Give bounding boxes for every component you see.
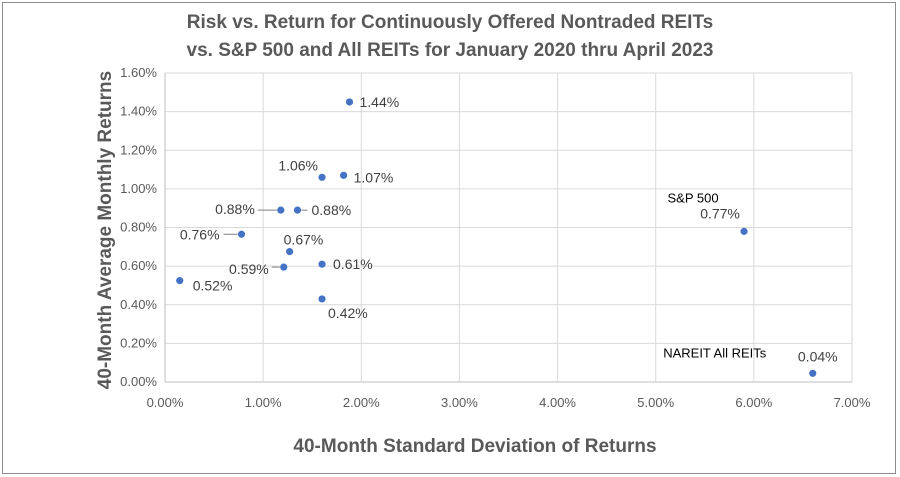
x-tick-label: 7.00%	[834, 395, 871, 410]
x-tick-label: 3.00%	[441, 395, 478, 410]
y-tick-label: 0.60%	[120, 258, 157, 273]
x-tick-label: 2.00%	[343, 395, 380, 410]
x-axis-title: 40-Month Standard Deviation of Returns	[293, 436, 656, 457]
y-tick-label: 0.00%	[120, 374, 157, 389]
x-tick-label: 6.00%	[735, 395, 772, 410]
data-points	[176, 98, 817, 377]
data-label: 0.59%	[229, 261, 269, 277]
y-tick-label: 1.60%	[120, 65, 157, 80]
x-tick-label: 5.00%	[637, 395, 674, 410]
data-label: 1.06%	[278, 157, 318, 173]
data-point	[340, 171, 348, 179]
data-point	[809, 369, 817, 377]
data-point	[286, 248, 294, 256]
data-labels: 1.44% 1.06% 1.07% 0.88% 0.88% 0.76% 0.67% 0.59%…	[180, 94, 838, 364]
data-label: 0.76%	[180, 226, 220, 242]
x-tick-label: 0.00%	[147, 395, 184, 410]
data-point	[318, 173, 326, 181]
y-tick-label: 0.20%	[120, 335, 157, 350]
data-point	[318, 295, 326, 303]
y-tick-label: 0.80%	[120, 220, 157, 235]
y-tick-label: 1.20%	[120, 142, 157, 157]
series-annotation: NAREIT All REITs	[663, 345, 767, 360]
data-point	[280, 263, 288, 271]
data-label: 0.61%	[333, 256, 373, 272]
y-tick-label: 1.40%	[120, 104, 157, 119]
data-label: 0.88%	[311, 202, 351, 218]
y-tick-label: 0.40%	[120, 297, 157, 312]
data-label: 1.07%	[354, 169, 394, 185]
x-tick-label: 1.00%	[245, 395, 282, 410]
chart-subtitle: vs. S&P 500 and All REITs for January 20…	[187, 40, 714, 61]
data-point	[345, 98, 354, 106]
y-tick-label: 1.00%	[120, 181, 157, 196]
data-point	[318, 260, 326, 268]
data-label: 0.52%	[193, 278, 233, 294]
data-label: 0.67%	[284, 232, 324, 248]
data-label: 0.88%	[215, 201, 255, 217]
data-point	[176, 277, 184, 285]
gridlines	[164, 72, 853, 383]
x-tick-label: 4.00%	[539, 395, 576, 410]
chart-title: Risk vs. Return for Continuously Offered…	[187, 12, 713, 33]
data-label: 0.04%	[798, 348, 838, 364]
data-point	[293, 206, 302, 214]
data-point	[277, 206, 285, 214]
data-label: 0.42%	[328, 305, 368, 321]
series-annotation: S&P 500	[667, 190, 718, 205]
data-label: 0.77%	[700, 205, 740, 221]
tick-labels: 0.00% 0.20% 0.40% 0.60% 0.80% 1.00% 1.20% 1.40%…	[120, 65, 871, 410]
y-axis-title: 40-Month Average Monthly Returns	[95, 71, 116, 389]
data-point	[237, 230, 246, 238]
data-point	[740, 227, 748, 235]
data-label: 1.44%	[360, 94, 400, 110]
